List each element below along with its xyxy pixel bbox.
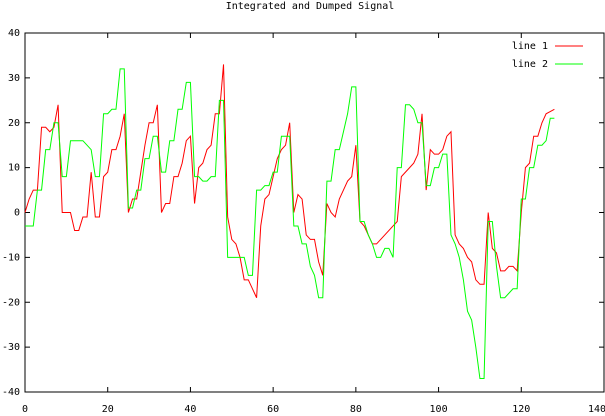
series-line <box>25 68 555 380</box>
legend-label: line 2 <box>512 59 548 70</box>
y-tick-label: 30 <box>8 73 20 84</box>
y-tick-label: 20 <box>8 118 20 129</box>
x-tick-label: 120 <box>512 404 530 415</box>
x-tick-label: 20 <box>102 404 114 415</box>
chart-title: Integrated and Dumped Signal <box>226 1 395 12</box>
x-tick-label: 0 <box>22 404 28 415</box>
x-tick-label: 80 <box>350 404 362 415</box>
y-tick-label: 0 <box>14 208 20 219</box>
y-tick-label: 10 <box>8 163 20 174</box>
x-tick-label: 140 <box>588 404 605 415</box>
y-tick-label: 40 <box>8 28 20 39</box>
legend-label: line 1 <box>512 41 548 52</box>
series-line <box>24 64 555 298</box>
x-tick-label: 40 <box>184 404 196 415</box>
y-tick-label: -20 <box>2 297 20 308</box>
y-tick-label: -10 <box>2 252 20 263</box>
x-tick-label: 60 <box>267 404 279 415</box>
plot-border <box>24 32 605 393</box>
x-tick-label: 100 <box>430 404 448 415</box>
y-tick-label: -30 <box>2 342 20 353</box>
y-tick-label: -40 <box>2 387 20 398</box>
